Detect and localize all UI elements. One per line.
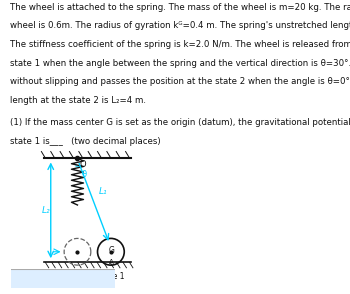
Text: O: O [79, 160, 86, 168]
Text: L₁: L₁ [99, 187, 107, 196]
Text: wheel is 0.6m. The radius of gyration kᴳ=0.4 m. The spring's unstretched length : wheel is 0.6m. The radius of gyration kᴳ… [10, 21, 350, 31]
Text: State 1: State 1 [97, 272, 125, 281]
Text: θ: θ [82, 170, 87, 179]
Text: A: A [108, 259, 113, 265]
Text: The wheel is attached to the spring. The mass of the wheel is m=20 kg. The radiu: The wheel is attached to the spring. The… [10, 3, 350, 12]
Text: (1) If the mass center G is set as the origin (datum), the gravitational potenti: (1) If the mass center G is set as the o… [10, 118, 350, 128]
Text: state 1 when the angle between the spring and the vertical direction is θ=30°. T: state 1 when the angle between the sprin… [10, 59, 350, 68]
Text: without slipping and passes the position at the state 2 when the angle is θ=0°. : without slipping and passes the position… [10, 77, 350, 86]
Text: length at the state 2 is L₂=4 m.: length at the state 2 is L₂=4 m. [10, 96, 147, 105]
FancyBboxPatch shape [8, 269, 118, 288]
Text: L₂: L₂ [42, 206, 50, 215]
Text: G: G [108, 246, 114, 255]
Text: State 2: State 2 [64, 272, 91, 281]
Text: The stiffness coefficient of the spring is k=2.0 N/m. The wheel is released from: The stiffness coefficient of the spring … [10, 40, 350, 49]
Text: state 1 is___   (two decimal places): state 1 is___ (two decimal places) [10, 137, 161, 146]
